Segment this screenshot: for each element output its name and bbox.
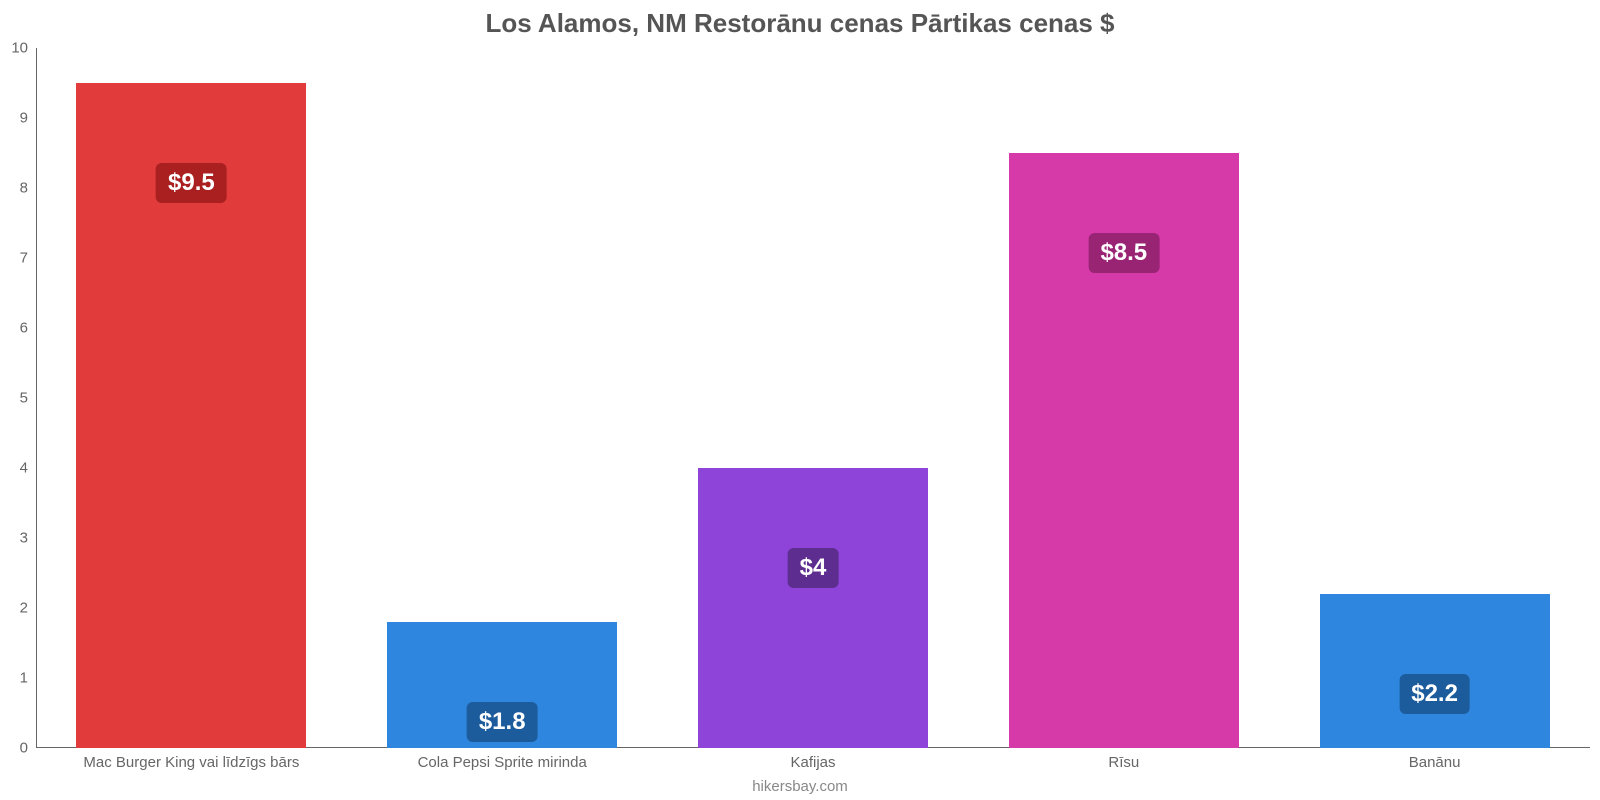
y-tick-label: 6 xyxy=(20,320,28,337)
y-tick-label: 4 xyxy=(20,460,28,477)
y-tick-label: 3 xyxy=(20,530,28,547)
y-tick-label: 7 xyxy=(20,250,28,267)
chart-footer: hikersbay.com xyxy=(0,778,1600,795)
bar xyxy=(698,468,928,748)
chart-title: Los Alamos, NM Restorānu cenas Pārtikas … xyxy=(0,8,1600,39)
y-tick-label: 5 xyxy=(20,390,28,407)
y-axis-line xyxy=(36,48,37,748)
y-tick-label: 2 xyxy=(20,600,28,617)
y-tick-label: 10 xyxy=(11,40,28,57)
value-badge: $2.2 xyxy=(1399,674,1470,714)
chart-container: Los Alamos, NM Restorānu cenas Pārtikas … xyxy=(0,0,1600,800)
x-tick-label: Mac Burger King vai līdzīgs bārs xyxy=(83,754,299,771)
y-tick-label: 9 xyxy=(20,110,28,127)
value-badge: $8.5 xyxy=(1088,233,1159,273)
value-badge: $9.5 xyxy=(156,163,227,203)
bar xyxy=(1320,594,1550,748)
value-badge: $1.8 xyxy=(467,702,538,742)
x-tick-label: Banānu xyxy=(1409,754,1461,771)
plot-area xyxy=(36,48,1590,748)
y-tick-label: 1 xyxy=(20,670,28,687)
x-tick-label: Kafijas xyxy=(790,754,835,771)
x-tick-label: Rīsu xyxy=(1108,754,1139,771)
y-tick-label: 8 xyxy=(20,180,28,197)
x-tick-label: Cola Pepsi Sprite mirinda xyxy=(418,754,587,771)
y-tick-label: 0 xyxy=(20,740,28,757)
value-badge: $4 xyxy=(788,548,839,588)
